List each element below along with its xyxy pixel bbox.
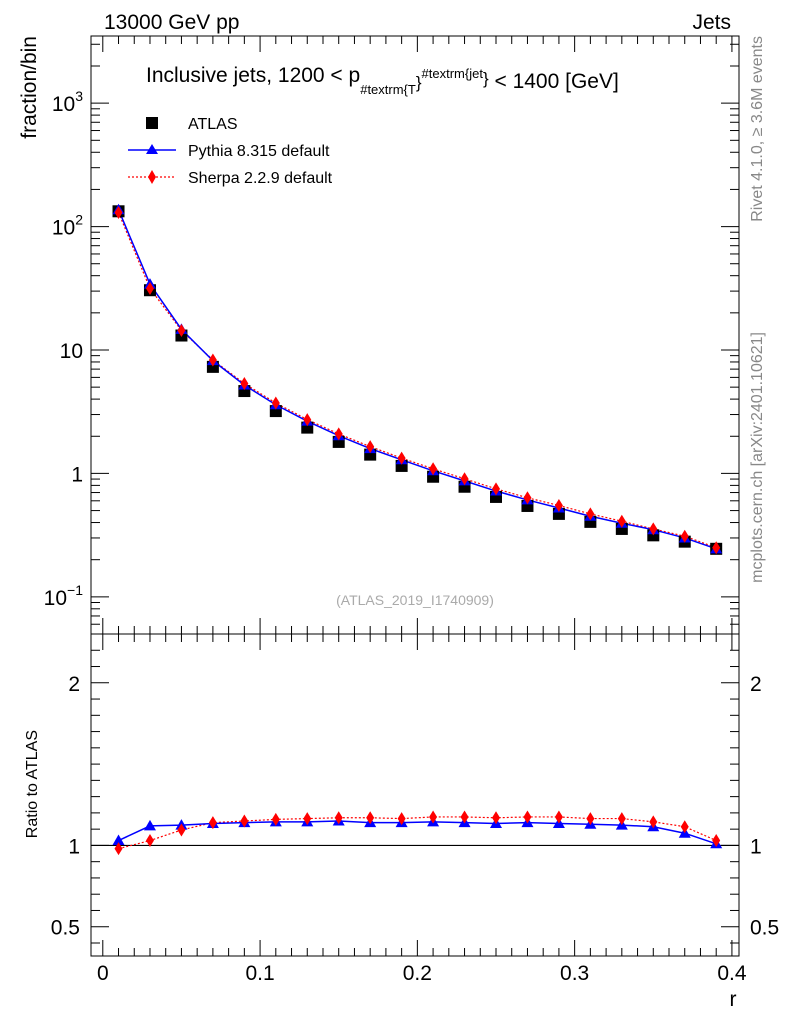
sherpa-point (145, 281, 154, 295)
ratio-y-tick-label-right: 2 (750, 673, 762, 696)
title-sub-close: } (416, 73, 422, 92)
main-plot-title: Inclusive jets, 1200 < p#textrm{T}#textr… (146, 64, 619, 97)
sherpa-point (554, 498, 563, 512)
pythia-ratio-line (118, 820, 717, 845)
main-y-tick-base: 10 (52, 93, 75, 116)
main-y-tick-exp: 3 (75, 88, 83, 104)
main-y-tick-base: 10 (52, 217, 75, 240)
legend-sherpa-label: Sherpa 2.2.9 default (188, 170, 333, 187)
ratio-y-tick-label: 1 (68, 835, 80, 858)
x-tick-label: 0.1 (245, 962, 274, 985)
main-y-tick-exp: 2 (75, 212, 83, 228)
sherpa-point (586, 507, 595, 521)
sherpa-ratio-point (460, 810, 469, 824)
sherpa-ratio-point (617, 812, 626, 826)
x-tick-label: 0.2 (403, 962, 432, 985)
legend-pythia-label: Pythia 8.315 default (188, 143, 330, 160)
title-sup-close: } (483, 69, 489, 88)
main-y-tick-label: 103 (52, 88, 83, 116)
sherpa-ratio-point (177, 823, 186, 837)
mcplots-label: mcplots.cern.ch [arXiv:2401.10621] (749, 332, 766, 583)
sherpa-ratio-point (523, 810, 532, 824)
sherpa-point (366, 440, 375, 454)
sherpa-ratio-point (145, 834, 154, 848)
title-sub: #textrm{T (360, 82, 416, 97)
process-label: Jets (692, 11, 731, 34)
pythia-ratio-point (112, 834, 125, 846)
sherpa-point (460, 472, 469, 486)
ratio-plot-frame (90, 633, 740, 957)
legend-atlas-label: ATLAS (188, 116, 238, 133)
main-y-tick-base: 10 (44, 587, 67, 610)
sherpa-point (303, 413, 312, 427)
legend-sherpa-marker (148, 170, 156, 184)
sherpa-point (240, 377, 249, 391)
sherpa-ratio-point (712, 834, 721, 848)
ratio-y-tick-label-right: 0.5 (750, 917, 779, 940)
energy-label: 13000 GeV pp (104, 11, 239, 34)
sherpa-ratio-point (114, 842, 123, 856)
main-y-tick-label: 102 (52, 212, 83, 240)
sherpa-ratio-point (554, 810, 563, 824)
title-pre: Inclusive jets, 1200 < p (146, 64, 360, 87)
ratio-y-tick-label: 0.5 (51, 917, 80, 940)
sherpa-ratio-point (303, 812, 312, 826)
sherpa-point (680, 529, 689, 543)
pythia-line (117, 209, 717, 550)
sherpa-point (271, 396, 280, 410)
sherpa-ratio-point (240, 814, 249, 828)
sherpa-ratio-point (271, 812, 280, 826)
main-y-tick-base: 1 (71, 463, 83, 486)
sherpa-ratio-point (586, 812, 595, 826)
sherpa-point (523, 491, 532, 505)
ratio-y-tick-label: 2 (68, 673, 80, 696)
sherpa-ratio-point (397, 812, 406, 826)
sherpa-point (649, 522, 658, 536)
sherpa-point (712, 541, 721, 555)
ratio-plot-marks (91, 810, 739, 856)
title-post: < 1400 [GeV] (489, 70, 619, 93)
title-sup: #textrm{jet (422, 66, 484, 81)
pythia-ratio-point (143, 819, 156, 831)
sherpa-point (334, 427, 343, 441)
sherpa-ratio-point (492, 811, 500, 825)
main-y-tick-exp: −1 (67, 582, 83, 598)
sherpa-ratio-point (334, 811, 343, 825)
sherpa-point (177, 323, 186, 337)
legend-atlas-marker (146, 117, 158, 129)
x-tick-label: 0.4 (717, 962, 747, 985)
sherpa-line (117, 212, 717, 549)
sherpa-point (492, 482, 500, 496)
main-y-tick-label: 10−1 (44, 582, 84, 610)
x-tick-label: 0.3 (560, 962, 589, 985)
sherpa-point (397, 451, 406, 465)
analysis-watermark: (ATLAS_2019_I1740909) (336, 592, 494, 608)
sherpa-ratio-line (118, 816, 717, 850)
rivet-label: Rivet 4.1.0, ≥ 3.6M events (749, 36, 766, 222)
sherpa-point (617, 514, 626, 528)
legend-pythia-marker (146, 144, 158, 154)
main-y-tick-base: 10 (60, 340, 83, 363)
sherpa-ratio-point (680, 820, 689, 834)
ratio-y-axis-title: Ratio to ATLAS (24, 730, 41, 838)
main-y-tick-label: 10 (60, 340, 83, 363)
sherpa-ratio-point (366, 811, 375, 825)
sherpa-ratio-point (429, 810, 438, 824)
ratio-y-tick-label-right: 1 (750, 835, 762, 858)
x-axis-title: r (730, 988, 737, 1011)
sherpa-ratio-point (208, 816, 217, 830)
main-plot-marks (112, 203, 723, 555)
sherpa-ratio-point (649, 815, 658, 829)
sherpa-point (429, 462, 438, 476)
x-tick-label: 0 (97, 962, 109, 985)
sherpa-point (114, 206, 123, 220)
sherpa-point (208, 353, 217, 367)
main-y-tick-label: 1 (71, 463, 83, 486)
main-y-axis-title: fraction/bin (18, 36, 41, 139)
